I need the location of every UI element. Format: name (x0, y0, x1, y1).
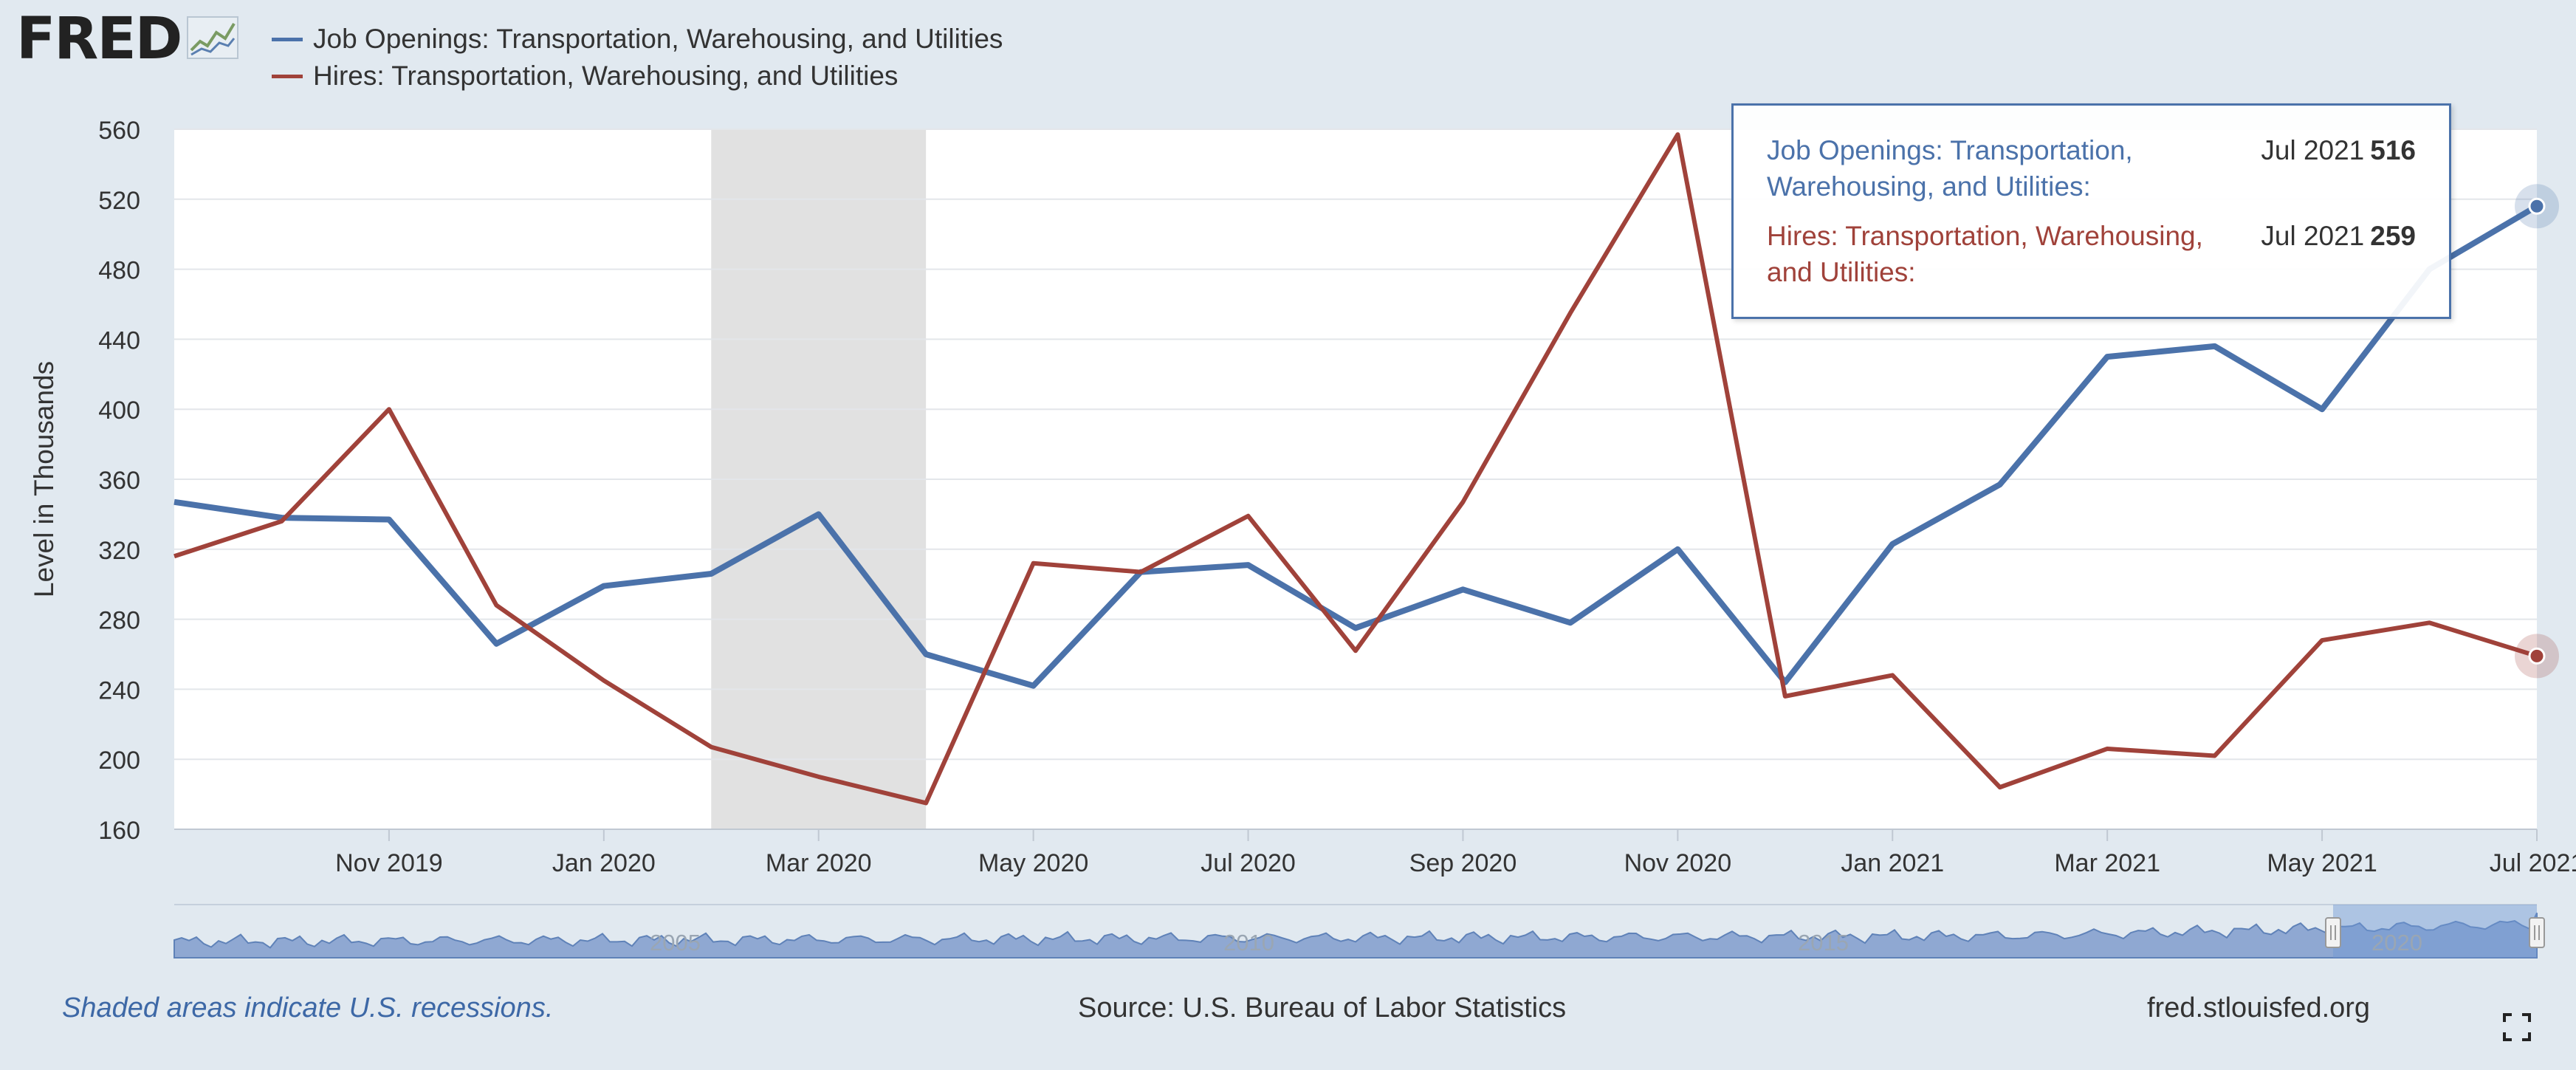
fred-logo-text: FRED (16, 6, 182, 72)
tooltip-date: Jul 2021 (2261, 221, 2365, 251)
tooltip-value-group: Jul 2021 516 (2261, 132, 2416, 205)
data-tooltip: Job Openings: Transportation, Warehousin… (1731, 103, 2451, 319)
y-tick-label: 280 (98, 607, 140, 635)
y-axis-label: Level in Thousands (29, 361, 59, 597)
line-graph-icon (187, 16, 239, 63)
range-navigator[interactable]: 2005 2010 2015 2020 (174, 904, 2545, 958)
x-tick-label: Sep 2020 (1409, 849, 1517, 877)
series-line-hires (174, 132, 2538, 806)
tooltip-series-name: Hires: Transportation, Warehousing, and … (1767, 221, 2203, 287)
legend-swatch-hires (272, 74, 303, 78)
x-tick-label: Jan 2020 (552, 849, 656, 877)
series-lines (174, 132, 2559, 806)
y-tick-label: 240 (98, 676, 140, 704)
navigator-label-2010: 2010 (1223, 930, 1274, 956)
tooltip-series-name: Job Openings: Transportation, Warehousin… (1767, 135, 2133, 202)
navigator-selected-window[interactable] (2333, 905, 2537, 958)
source-text: Source: U.S. Bureau of Labor Statistics (1078, 992, 1567, 1023)
navigator-right-handle[interactable] (2529, 917, 2545, 948)
recession-note: Shaded areas indicate U.S. recessions. (62, 992, 554, 1023)
navigator-series-area (174, 912, 2538, 958)
navigator-left-handle[interactable] (2325, 917, 2341, 948)
y-tick-label: 560 (98, 117, 140, 145)
x-tick-label: Mar 2021 (2054, 849, 2160, 877)
x-tick-label: May 2021 (2267, 849, 2377, 877)
series-line-job-openings (174, 203, 2539, 689)
chart-legend: Job Openings: Transportation, Warehousin… (272, 21, 1003, 95)
x-tick-label: Nov 2020 (1624, 849, 1732, 877)
navigator-label-2020: 2020 (2371, 930, 2422, 956)
y-tick-label: 360 (98, 467, 140, 495)
x-tick-label: Nov 2019 (335, 849, 443, 877)
tooltip-value: 259 (2370, 221, 2416, 251)
legend-item-hires[interactable]: Hires: Transportation, Warehousing, and … (272, 58, 1003, 95)
y-tick-label: 200 (98, 747, 140, 775)
y-tick-label: 160 (98, 817, 140, 845)
x-axis-ticks: Nov 2019 Jan 2020 Mar 2020 May 2020 Jul 2020… (335, 829, 2576, 877)
y-tick-label: 480 (98, 257, 140, 285)
y-tick-label: 400 (98, 397, 140, 425)
legend-label-hires: Hires: Transportation, Warehousing, and … (313, 61, 899, 91)
x-tick-label: Jul 2021 (2490, 849, 2576, 877)
hover-marker-point (2528, 647, 2546, 665)
x-tick-label: Mar 2020 (766, 849, 872, 877)
tooltip-value: 516 (2370, 135, 2416, 165)
navigator-label-2005: 2005 (650, 930, 701, 956)
tooltip-row-hires: Hires: Transportation, Warehousing, and … (1767, 218, 2416, 290)
navigator-label-2015: 2015 (1798, 930, 1849, 956)
tooltip-value-group: Jul 2021 259 (2261, 218, 2416, 290)
x-tick-label: Jul 2020 (1201, 849, 1296, 877)
y-tick-label: 440 (98, 326, 140, 354)
y-tick-label: 520 (98, 187, 140, 215)
fred-logo[interactable]: FRED (16, 6, 239, 72)
grid-lines (174, 128, 2537, 761)
legend-label-job-openings: Job Openings: Transportation, Warehousin… (313, 24, 1003, 54)
fred-url[interactable]: fred.stlouisfed.org (2147, 992, 2371, 1023)
x-tick-label: Jan 2021 (1841, 849, 1944, 877)
x-tick-label: May 2020 (978, 849, 1088, 877)
y-tick-label: 320 (98, 537, 140, 565)
legend-item-job-openings[interactable]: Job Openings: Transportation, Warehousin… (272, 21, 1003, 58)
legend-swatch-job-openings (272, 37, 303, 41)
y-axis-ticks: 160 200 240 280 320 360 400 440 480 520 560 (98, 117, 140, 845)
tooltip-row-job-openings: Job Openings: Transportation, Warehousin… (1767, 132, 2416, 205)
hover-marker-point (2528, 197, 2546, 215)
fullscreen-icon[interactable] (2503, 1013, 2531, 1041)
tooltip-date: Jul 2021 (2261, 135, 2365, 165)
